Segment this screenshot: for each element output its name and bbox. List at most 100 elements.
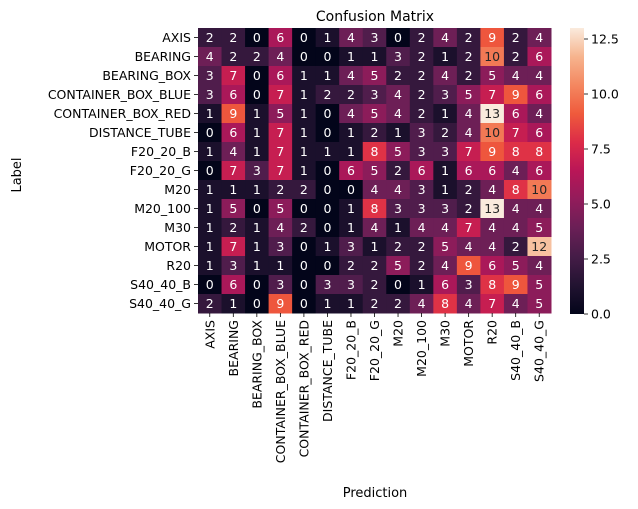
cell-value: 0 [300,277,308,292]
heatmap-cell [268,256,293,276]
x-tick-label: CONTAINER_BOX_RED [296,320,311,457]
cell-value: 4 [512,68,520,83]
heatmap-cell [292,66,317,86]
heatmap-cell [386,294,411,314]
cell-value: 0 [253,277,261,292]
heatmap-cell [268,104,293,124]
cell-value: 2 [229,49,237,64]
heatmap-cell [456,66,481,86]
heatmap-cell [221,180,246,200]
cell-value: 4 [347,68,355,83]
heatmap-cell [339,237,364,257]
heatmap-cell [456,199,481,219]
heatmap-cell [362,256,387,276]
heatmap-cell [456,47,481,67]
cell-value: 4 [276,220,284,235]
heatmap-cell [503,218,528,238]
cell-value: 7 [465,220,473,235]
cell-value: 1 [300,144,308,159]
cell-value: 4 [465,125,473,140]
heatmap-cell [503,199,528,219]
y-tick-label: M30 [164,220,191,235]
cell-value: 5 [371,68,379,83]
y-tick-label: MOTOR [144,239,191,254]
cell-value: 4 [512,296,520,311]
heatmap-cell [245,199,270,219]
heatmap-cell [386,104,411,124]
heatmap-cell [268,275,293,295]
heatmap-cell [245,104,270,124]
heatmap-cell [292,180,317,200]
cell-value: 3 [418,201,426,216]
x-tick-label: CONTAINER_BOX_BLUE [273,320,288,463]
heatmap-cell [245,47,270,67]
heatmap-cell [433,199,458,219]
heatmap-cell [315,256,340,276]
heatmap-cell [409,256,434,276]
cell-value: 0 [394,277,402,292]
heatmap-cell [480,104,505,124]
heatmap-cell [315,47,340,67]
heatmap-cell [386,218,411,238]
cell-value: 0 [394,30,402,45]
heatmap-cell [268,180,293,200]
heatmap-cell [362,142,387,162]
heatmap-cell [503,180,528,200]
cell-value: 5 [488,68,496,83]
heatmap-cell [409,199,434,219]
cell-value: 2 [206,296,214,311]
cell-value: 2 [229,30,237,45]
cell-value: 1 [441,182,449,197]
cell-value: 3 [347,277,355,292]
heatmap-cell [339,47,364,67]
cell-value: 2 [371,296,379,311]
heatmap-cell [221,199,246,219]
cell-value: 1 [206,220,214,235]
heatmap-cell [503,275,528,295]
cell-value: 2 [512,30,520,45]
heatmap-cell [339,180,364,200]
cell-value: 9 [465,258,473,273]
cell-value: 2 [465,30,473,45]
cell-value: 3 [418,125,426,140]
cell-value: 4 [488,182,496,197]
cell-value: 6 [488,163,496,178]
heatmap-cell [433,85,458,105]
y-tick-label: BEARING [135,49,191,64]
cell-value: 13 [484,201,500,216]
heatmap-cell [456,104,481,124]
heatmap-cell [245,123,270,143]
cell-value: 10 [531,182,547,197]
heatmap-cell [503,47,528,67]
heatmap-cell [527,218,552,238]
cell-value: 2 [394,239,402,254]
heatmap-cell [315,294,340,314]
heatmap-cell [292,275,317,295]
y-axis-label: Label [10,157,25,192]
cell-value: 1 [323,239,331,254]
heatmap-cell [503,161,528,181]
heatmap-cell [527,275,552,295]
cell-value: 9 [488,30,496,45]
heatmap-cell [198,161,223,181]
cell-value: 8 [512,144,520,159]
heatmap-cell [315,180,340,200]
x-tick-label: S40_40_B [508,320,523,381]
heatmap-cell [315,85,340,105]
cell-value: 4 [441,258,449,273]
cell-value: 3 [253,163,261,178]
heatmap-cell [339,142,364,162]
heatmap-cell [409,237,434,257]
heatmap-cell [527,199,552,219]
heatmap-cell [527,85,552,105]
cell-value: 0 [253,296,261,311]
cell-value: 3 [441,144,449,159]
cell-value: 2 [276,182,284,197]
x-tick-label: BEARING_BOX [249,320,264,409]
heatmap-cell [386,180,411,200]
cell-value: 1 [206,201,214,216]
cell-value: 5 [371,106,379,121]
heatmap-cell [433,218,458,238]
heatmap-cell-labels: 2 2 0 6 0 1 4 3 0 2 4 2 9 2 44 2 2 4 0 0 1 1 3 2 1 2 10 2 63 7 0 6 1 1 4 5 2… [206,30,547,311]
cell-value: 6 [276,68,284,83]
